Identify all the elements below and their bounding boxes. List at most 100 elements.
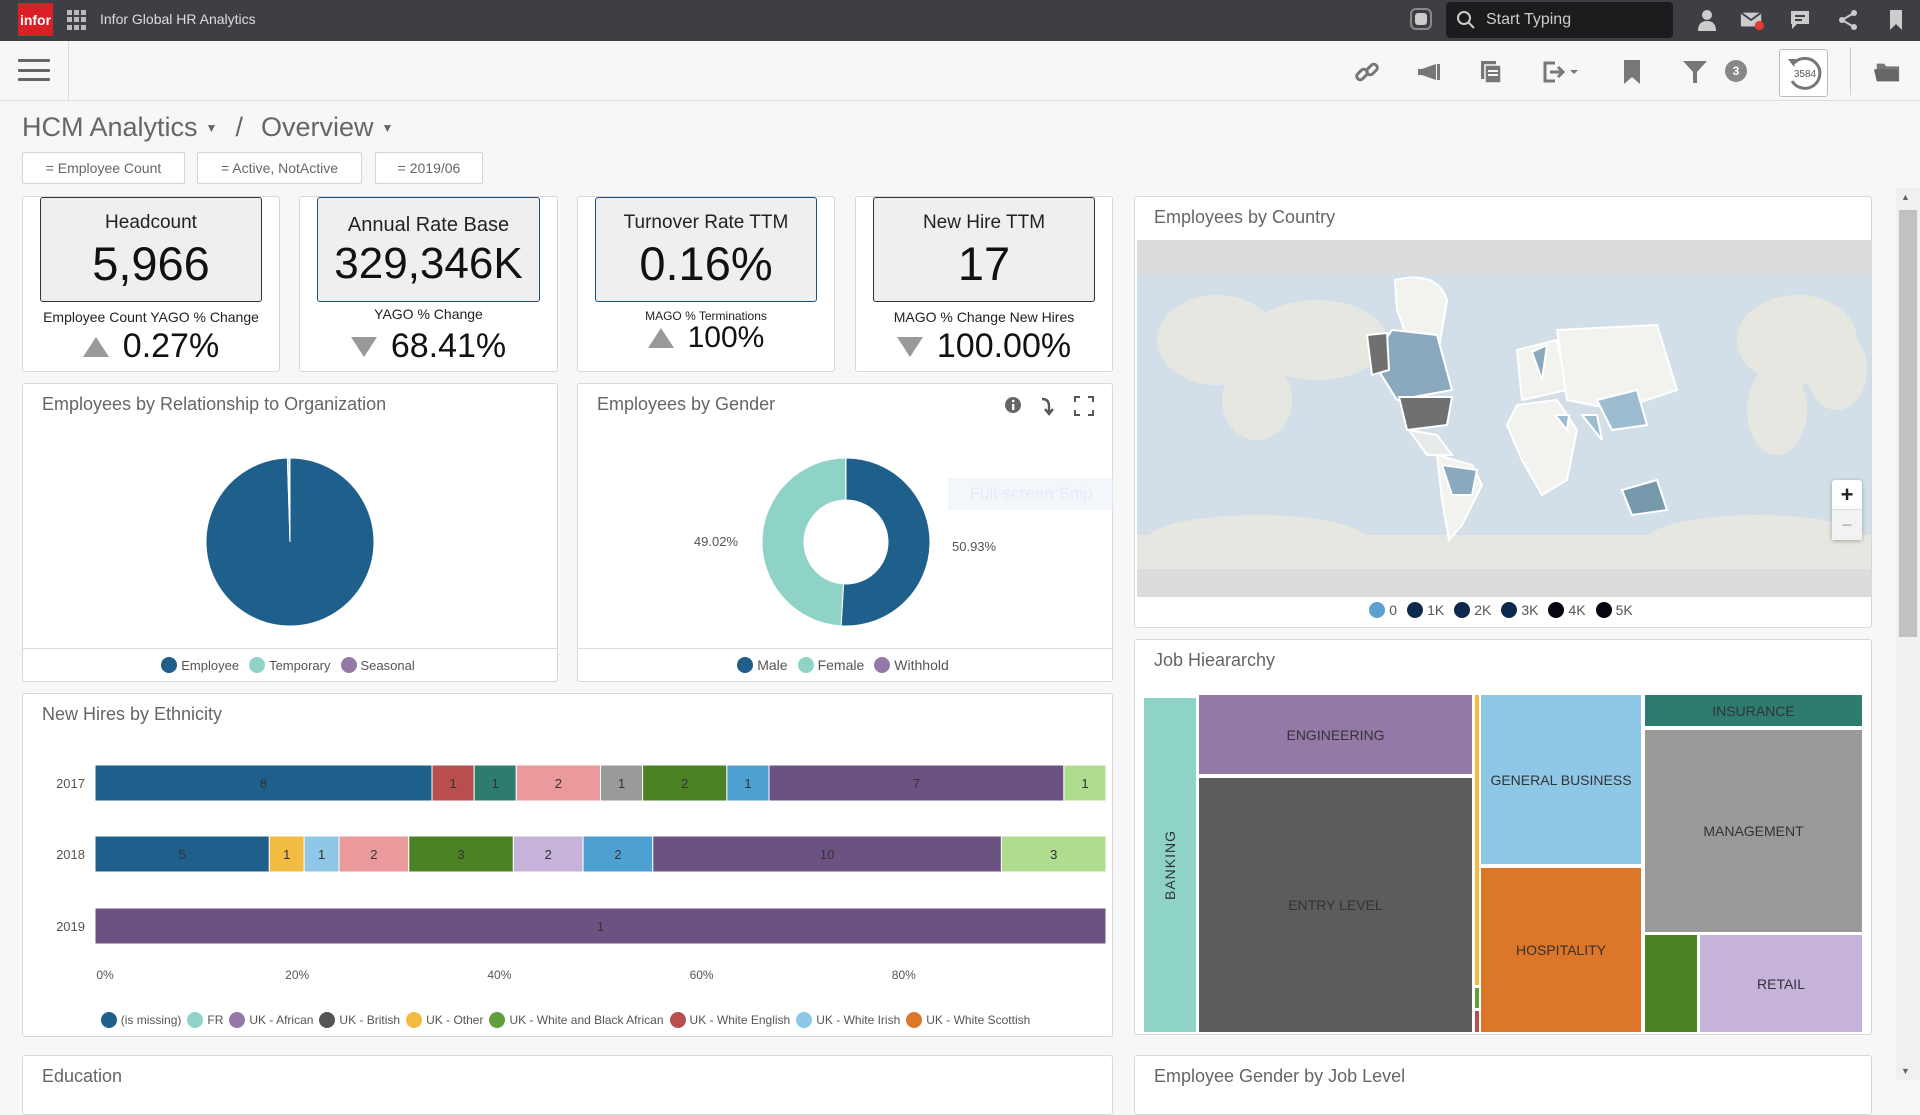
search-input[interactable]: Start Typing bbox=[1446, 2, 1673, 38]
legend-item[interactable]: 1K bbox=[1407, 602, 1444, 618]
legend-label: Female bbox=[818, 657, 865, 673]
legend-item[interactable]: 0 bbox=[1369, 602, 1397, 618]
breadcrumb-section[interactable]: HCM Analytics bbox=[22, 112, 198, 143]
legend-item[interactable]: 3K bbox=[1501, 602, 1538, 618]
legend-item[interactable]: Female bbox=[798, 657, 865, 673]
country-map-panel: Employees by Country + − bbox=[1134, 196, 1872, 628]
scroll-up-icon[interactable]: ▲ bbox=[1901, 192, 1910, 202]
pie-slice-female[interactable] bbox=[762, 458, 846, 626]
legend-dot bbox=[1407, 602, 1423, 618]
legend-item[interactable]: 5K bbox=[1596, 602, 1633, 618]
treemap-cell-unlabeled[interactable] bbox=[1645, 935, 1697, 1032]
chevron-down-icon[interactable]: ▼ bbox=[381, 121, 393, 135]
legend-label: UK - White Irish bbox=[816, 1013, 900, 1027]
legend-item[interactable]: UK - Other bbox=[406, 1012, 483, 1028]
user-icon[interactable] bbox=[1695, 8, 1719, 32]
app-grid-icon[interactable] bbox=[67, 10, 87, 30]
chart-title: Education bbox=[42, 1066, 122, 1087]
bar-value-label: 1 bbox=[318, 847, 325, 862]
relationship-chart-panel: Employees by Relationship to Organizatio… bbox=[22, 383, 558, 682]
hamburger-menu-icon[interactable] bbox=[18, 55, 50, 85]
treemap-cell-management[interactable]: MANAGEMENT bbox=[1645, 730, 1862, 932]
bookmark-icon[interactable] bbox=[1618, 58, 1646, 86]
treemap-cell-retail[interactable]: RETAIL bbox=[1700, 935, 1862, 1032]
treemap-cell-general-business[interactable]: GENERAL BUSINESS bbox=[1481, 695, 1641, 864]
legend-label: 3K bbox=[1521, 602, 1538, 618]
legend-dot bbox=[229, 1012, 245, 1028]
breadcrumb-separator: / bbox=[235, 112, 243, 143]
copy-icon[interactable] bbox=[1477, 58, 1505, 86]
kpi-value: 0.16% bbox=[596, 236, 816, 291]
bar-value-label: 1 bbox=[449, 776, 456, 791]
scroll-down-icon[interactable]: ▼ bbox=[1901, 1066, 1910, 1076]
legend-item[interactable]: UK - British bbox=[319, 1012, 400, 1028]
chart-title: Job Hieararchy bbox=[1154, 650, 1275, 671]
data-label: 50.93% bbox=[952, 539, 997, 554]
mail-icon[interactable] bbox=[1740, 8, 1764, 32]
bar-value-label: 3 bbox=[1050, 847, 1057, 862]
treemap-cell-small[interactable] bbox=[1475, 988, 1479, 1008]
infor-logo[interactable]: infor bbox=[18, 3, 53, 36]
filter-chip-status[interactable]: = Active, NotActive bbox=[197, 152, 362, 184]
kpi-label: Annual Rate Base bbox=[318, 214, 539, 237]
toolbar: 3 3584 bbox=[0, 41, 1920, 101]
legend-item[interactable]: Employee bbox=[161, 657, 239, 673]
pie-slice-male[interactable] bbox=[841, 458, 930, 626]
stop-icon[interactable] bbox=[1410, 8, 1432, 30]
legend-item[interactable]: 4K bbox=[1548, 602, 1585, 618]
legend-item[interactable]: 2K bbox=[1454, 602, 1491, 618]
scrollbar-thumb[interactable] bbox=[1899, 210, 1917, 637]
up-arrow-icon bbox=[83, 337, 109, 357]
bar-value-label: 1 bbox=[618, 776, 625, 791]
share-icon[interactable] bbox=[1836, 8, 1860, 32]
link-icon[interactable] bbox=[1353, 58, 1381, 86]
legend-item[interactable]: UK - White English bbox=[670, 1012, 791, 1028]
zoom-out-button[interactable]: − bbox=[1832, 510, 1862, 540]
zoom-in-button[interactable]: + bbox=[1832, 480, 1862, 510]
legend-item[interactable]: UK - African bbox=[229, 1012, 313, 1028]
refresh-button[interactable]: 3584 bbox=[1779, 49, 1828, 97]
bar-value-label: 5 bbox=[179, 847, 186, 862]
legend-dot bbox=[670, 1012, 686, 1028]
bar-value-label: 2 bbox=[555, 776, 562, 791]
treemap-cell-hospitality[interactable]: HOSPITALITY bbox=[1481, 868, 1641, 1032]
legend-label: Seasonal bbox=[361, 658, 415, 673]
legend-item[interactable]: Withhold bbox=[874, 657, 948, 673]
legend-item[interactable]: (is missing) bbox=[101, 1012, 182, 1028]
filter-chip-period[interactable]: = 2019/06 bbox=[375, 152, 483, 184]
export-dropdown[interactable] bbox=[1542, 58, 1582, 86]
bar-value-label: 2 bbox=[370, 847, 377, 862]
legend-dot bbox=[737, 657, 753, 673]
legend-item[interactable]: FR bbox=[187, 1012, 223, 1028]
treemap-cell-engineering[interactable]: ENGINEERING bbox=[1199, 695, 1472, 774]
bar-value-label: 2 bbox=[681, 776, 688, 791]
world-map[interactable] bbox=[1137, 240, 1871, 597]
announce-icon[interactable] bbox=[1415, 58, 1443, 86]
legend-dot bbox=[796, 1012, 812, 1028]
treemap-cell-insurance[interactable]: INSURANCE bbox=[1645, 695, 1862, 726]
treemap-cell-entry-level[interactable]: ENTRY LEVEL bbox=[1199, 778, 1472, 1032]
chat-icon[interactable] bbox=[1788, 8, 1812, 32]
treemap-cell-banking[interactable]: BANKING bbox=[1144, 698, 1196, 1032]
treemap-cell-small[interactable] bbox=[1475, 695, 1479, 985]
filter-icon[interactable] bbox=[1681, 58, 1709, 86]
bookmark-icon[interactable] bbox=[1884, 8, 1908, 32]
legend-item[interactable]: UK - White Irish bbox=[796, 1012, 900, 1028]
legend-item[interactable]: UK - White and Black African bbox=[489, 1012, 663, 1028]
chevron-down-icon[interactable]: ▼ bbox=[206, 121, 218, 135]
legend-item[interactable]: UK - White Scottish bbox=[906, 1012, 1030, 1028]
legend-label: Employee bbox=[181, 658, 239, 673]
legend-item[interactable]: Seasonal bbox=[341, 657, 415, 673]
data-label: 49.02% bbox=[694, 534, 739, 549]
legend-item[interactable]: Temporary bbox=[249, 657, 330, 673]
folder-icon[interactable] bbox=[1873, 58, 1901, 86]
legend-item[interactable]: Male bbox=[737, 657, 787, 673]
filter-chip-measure[interactable]: = Employee Count bbox=[22, 152, 185, 184]
treemap-cell-small[interactable] bbox=[1475, 1011, 1479, 1032]
breadcrumb-page[interactable]: Overview bbox=[261, 112, 374, 143]
